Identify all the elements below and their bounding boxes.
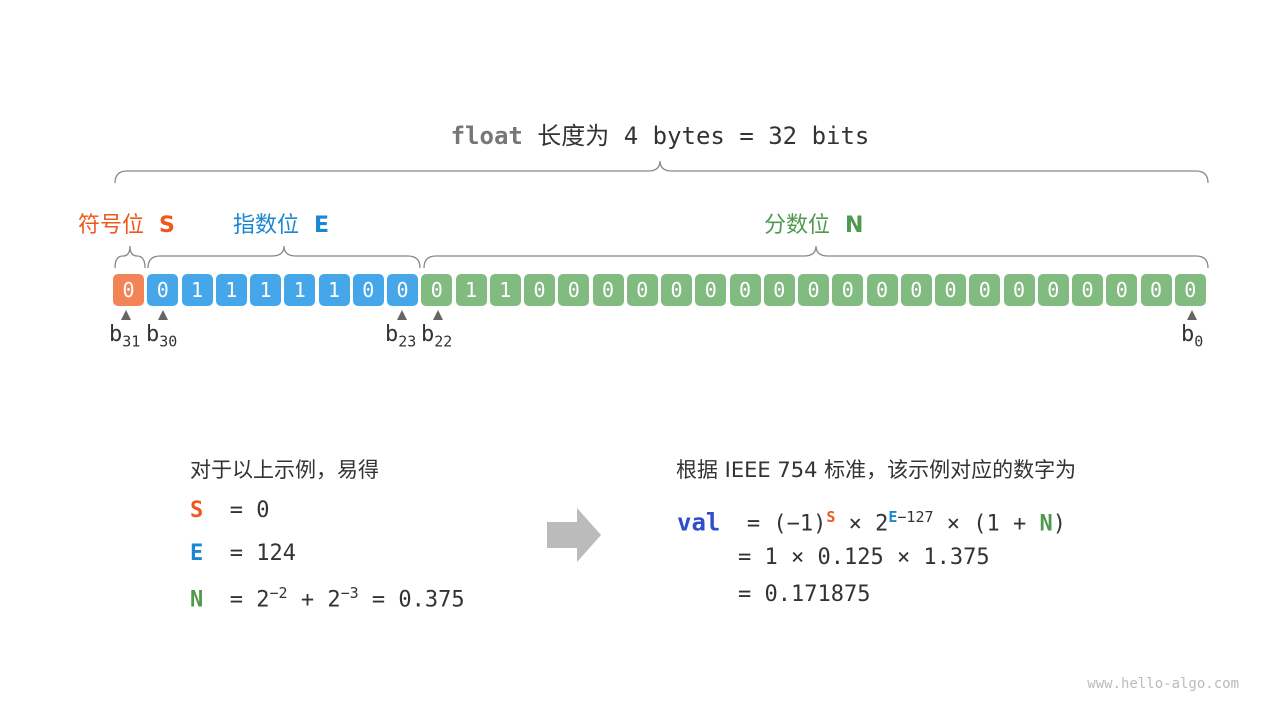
bit-cell: 1 — [181, 274, 213, 306]
bit-cell: 1 — [284, 274, 316, 306]
bit-cell: 0 — [695, 274, 727, 306]
bit-cell: 1 — [215, 274, 247, 306]
bit-cell: 0 — [1003, 274, 1035, 306]
bit-cell: 0 — [763, 274, 795, 306]
formula-line1: val = (−1)S × 2E−127 × (1 + N) — [677, 508, 1067, 537]
bit-cell: 0 — [592, 274, 624, 306]
bit-cell: 0 — [832, 274, 864, 306]
bit-cell: 0 — [900, 274, 932, 306]
bit-cell: 0 — [1140, 274, 1172, 306]
bit-cell: 1 — [455, 274, 487, 306]
label-b30: b30 — [146, 322, 178, 351]
bit-cell: 0 — [147, 274, 179, 306]
right-arrow-icon — [547, 508, 601, 562]
bit-cell: 0 — [1072, 274, 1103, 306]
bit-cell: 0 — [421, 274, 453, 306]
bit-cell: 1 — [318, 274, 350, 306]
e-line: E = 124 — [190, 541, 296, 566]
exponent-brace — [147, 245, 421, 269]
bit-cell: 0 — [626, 274, 658, 306]
title: float 长度为 4 bytes = 32 bits — [0, 116, 1280, 151]
bit-cell: 0 — [1037, 274, 1069, 306]
arrow-b23 — [397, 310, 407, 320]
arrow-b30 — [158, 310, 168, 320]
arrow-b31 — [121, 310, 131, 320]
left-heading: 对于以上示例，易得 — [190, 458, 379, 482]
n-line: N = 2−2 + 2−3 = 0.375 — [190, 584, 465, 613]
bit-cell: 0 — [387, 274, 418, 306]
s-line: S = 0 — [190, 498, 270, 523]
mantissa-label: 分数位 N — [764, 213, 864, 238]
right-heading: 根据 IEEE 754 标准，该示例对应的数字为 — [676, 458, 1077, 482]
bit-cell: 0 — [558, 274, 590, 306]
sign-label: 符号位 S — [78, 213, 175, 238]
label-b22: b22 — [421, 322, 453, 351]
bit-cell: 0 — [1106, 274, 1138, 306]
bit-cell: 0 — [866, 274, 898, 306]
bit-cell: 0 — [1174, 274, 1206, 306]
bit-cell: 0 — [798, 274, 829, 306]
sign-brace — [114, 245, 146, 269]
bit-cell: 0 — [661, 274, 692, 306]
bit-cell: 1 — [250, 274, 281, 306]
total-brace — [114, 160, 1209, 184]
formula-line3: = 0.171875 — [738, 582, 871, 607]
exponent-label: 指数位 E — [233, 213, 330, 238]
watermark: www.hello-algo.com — [1087, 676, 1239, 692]
bit-cell: 0 — [969, 274, 1001, 306]
bit-cell: 0 — [729, 274, 761, 306]
title-keyword: float — [450, 122, 523, 150]
title-rest: 长度为 4 bytes = 32 bits — [522, 122, 870, 150]
mantissa-brace — [423, 245, 1209, 269]
label-b0: b0 — [1181, 322, 1204, 351]
arrow-b22 — [433, 310, 443, 320]
bit-cell: 0 — [352, 274, 384, 306]
braces — [114, 160, 1209, 269]
bit-cell: 0 — [113, 274, 144, 306]
label-b23: b23 — [385, 322, 417, 351]
bit-cell: 0 — [935, 274, 966, 306]
arrow-b0 — [1187, 310, 1197, 320]
bit-cell: 1 — [489, 274, 521, 306]
label-b31: b31 — [109, 322, 141, 351]
formula-line2: = 1 × 0.125 × 1.375 — [738, 545, 990, 570]
bit-cell: 0 — [524, 274, 555, 306]
